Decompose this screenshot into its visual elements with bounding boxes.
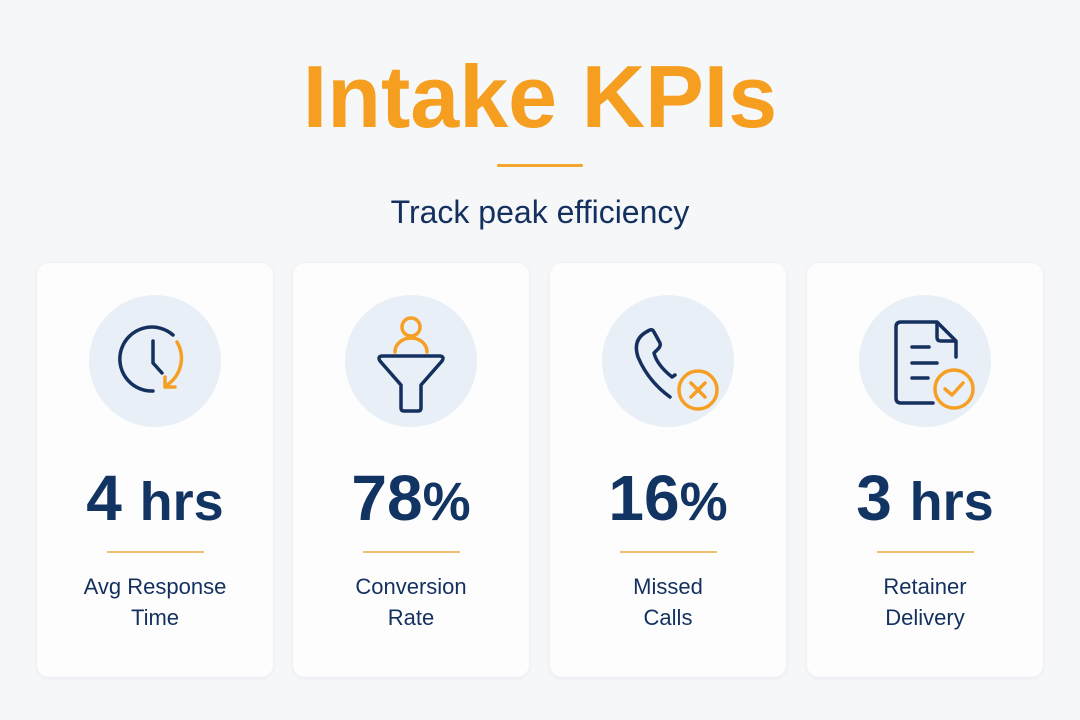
document-check-icon — [859, 295, 991, 427]
kpi-card-missed-calls: 16% Missed Calls — [550, 263, 786, 677]
kpi-value: 16% — [608, 462, 728, 534]
kpi-card-conversion-rate: 78% Conversion Rate — [293, 263, 529, 677]
kpi-label: Avg Response Time — [83, 574, 227, 630]
kpi-value: 4 hrs — [86, 462, 224, 534]
clock-refresh-icon — [89, 295, 221, 427]
kpi-divider — [107, 551, 204, 553]
page-title: Intake KPIs — [302, 47, 778, 146]
page-subtitle: Track peak efficiency — [390, 194, 690, 230]
kpi-value: 3 hrs — [856, 462, 994, 534]
kpi-divider — [877, 551, 974, 553]
kpi-divider — [620, 551, 717, 553]
funnel-person-icon — [345, 295, 477, 427]
phone-missed-icon — [602, 295, 734, 427]
kpi-value: 78% — [351, 462, 471, 534]
kpi-divider — [363, 551, 460, 553]
kpi-card-avg-response-time: 4 hrs Avg Response Time — [37, 263, 273, 677]
kpi-label: Retainer Delivery — [883, 574, 967, 630]
kpi-card-retainer-delivery: 3 hrs Retainer Delivery — [807, 263, 1043, 677]
kpi-label: Missed Calls — [633, 574, 703, 630]
kpi-label: Conversion Rate — [355, 574, 467, 630]
title-divider — [497, 164, 583, 167]
